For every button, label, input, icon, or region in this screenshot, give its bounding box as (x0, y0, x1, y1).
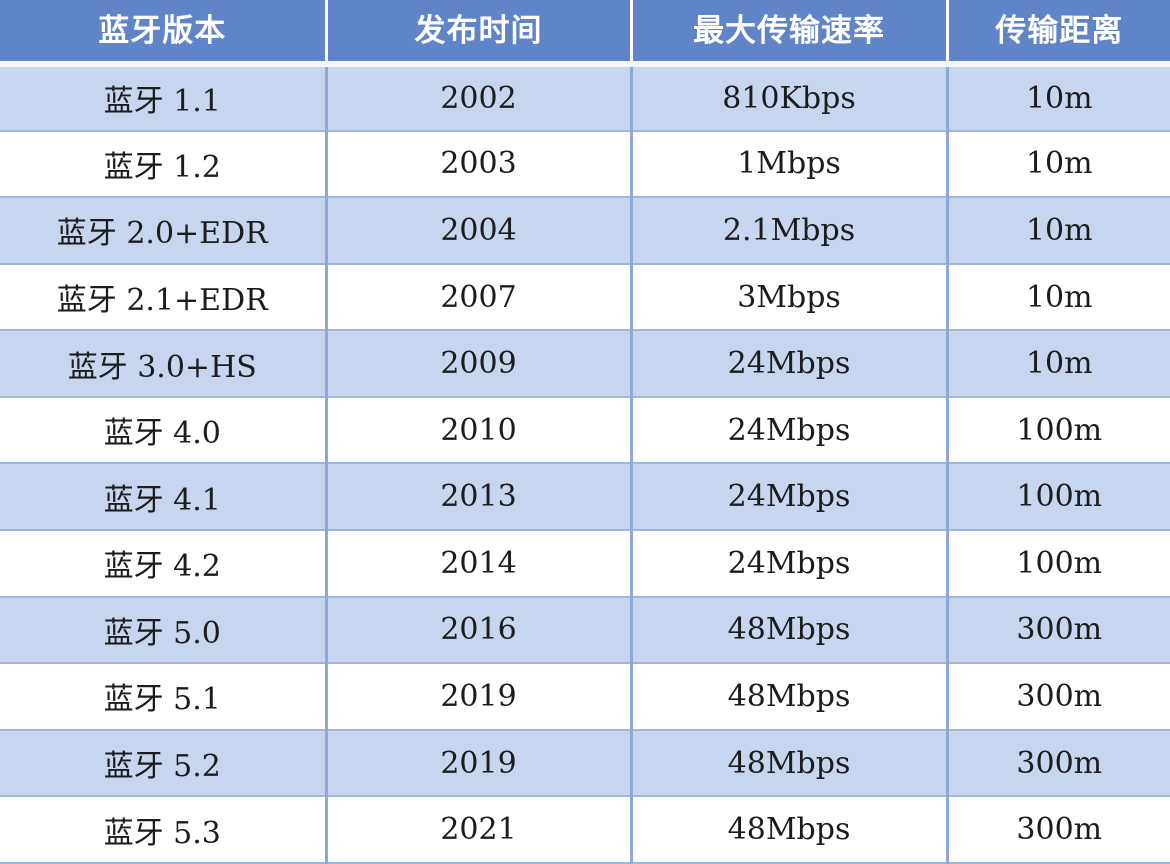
cell-range: 100m (945, 463, 1170, 532)
header-release-date: 发布时间 (324, 0, 631, 67)
table-row: 蓝牙 5.2 2019 48Mbps 300m (0, 729, 1170, 798)
header-range: 传输距离 (945, 0, 1170, 67)
table-row: 蓝牙 5.1 2019 48Mbps 300m (0, 663, 1170, 731)
cell-release-date: 2007 (324, 263, 631, 332)
cell-release-date: 2002 (324, 64, 631, 132)
cell-range: 100m (945, 530, 1170, 598)
cell-max-rate: 48Mbps (629, 796, 947, 864)
cell-max-rate: 2.1Mbps (629, 197, 947, 265)
table-body: 蓝牙 1.1 2002 810Kbps 10m 蓝牙 1.2 2003 1Mbp… (0, 64, 1170, 864)
table-row: 蓝牙 5.0 2016 48Mbps 300m (0, 596, 1170, 665)
cell-range: 10m (945, 64, 1170, 132)
cell-range: 300m (945, 596, 1170, 665)
cell-version: 蓝牙 3.0+HS (0, 330, 326, 398)
cell-version: 蓝牙 2.0+EDR (0, 197, 326, 265)
cell-range: 300m (945, 729, 1170, 798)
table-row: 蓝牙 1.1 2002 810Kbps 10m (0, 64, 1170, 132)
cell-max-rate: 48Mbps (629, 596, 947, 665)
cell-version: 蓝牙 5.2 (0, 729, 326, 798)
cell-version: 蓝牙 4.0 (0, 396, 326, 465)
cell-range: 10m (945, 197, 1170, 265)
table-header: 蓝牙版本 发布时间 最大传输速率 传输距离 (0, 0, 1170, 67)
header-version: 蓝牙版本 (0, 0, 326, 67)
cell-version: 蓝牙 4.1 (0, 463, 326, 532)
cell-range: 100m (945, 396, 1170, 465)
table-row: 蓝牙 2.0+EDR 2004 2.1Mbps 10m (0, 197, 1170, 265)
cell-version: 蓝牙 4.2 (0, 530, 326, 598)
table-row: 蓝牙 3.0+HS 2009 24Mbps 10m (0, 330, 1170, 398)
cell-range: 10m (945, 330, 1170, 398)
cell-range: 10m (945, 263, 1170, 332)
cell-max-rate: 3Mbps (629, 263, 947, 332)
cell-release-date: 2019 (324, 663, 631, 731)
table-row: 蓝牙 4.0 2010 24Mbps 100m (0, 396, 1170, 465)
cell-max-rate: 810Kbps (629, 64, 947, 132)
cell-range: 300m (945, 663, 1170, 731)
cell-max-rate: 48Mbps (629, 663, 947, 731)
cell-release-date: 2019 (324, 729, 631, 798)
cell-version: 蓝牙 1.1 (0, 64, 326, 132)
cell-release-date: 2009 (324, 330, 631, 398)
cell-release-date: 2004 (324, 197, 631, 265)
header-max-rate: 最大传输速率 (629, 0, 947, 67)
cell-version: 蓝牙 1.2 (0, 130, 326, 199)
cell-max-rate: 24Mbps (629, 396, 947, 465)
cell-max-rate: 1Mbps (629, 130, 947, 199)
cell-max-rate: 24Mbps (629, 463, 947, 532)
table-row: 蓝牙 1.2 2003 1Mbps 10m (0, 130, 1170, 199)
header-row: 蓝牙版本 发布时间 最大传输速率 传输距离 (0, 0, 1170, 67)
cell-release-date: 2003 (324, 130, 631, 199)
cell-version: 蓝牙 5.1 (0, 663, 326, 731)
table-row: 蓝牙 4.2 2014 24Mbps 100m (0, 530, 1170, 598)
cell-max-rate: 24Mbps (629, 530, 947, 598)
cell-range: 300m (945, 796, 1170, 864)
cell-max-rate: 24Mbps (629, 330, 947, 398)
cell-max-rate: 48Mbps (629, 729, 947, 798)
cell-release-date: 2013 (324, 463, 631, 532)
cell-release-date: 2010 (324, 396, 631, 465)
cell-version: 蓝牙 2.1+EDR (0, 263, 326, 332)
table-row: 蓝牙 5.3 2021 48Mbps 300m (0, 796, 1170, 864)
cell-version: 蓝牙 5.0 (0, 596, 326, 665)
cell-release-date: 2016 (324, 596, 631, 665)
cell-release-date: 2014 (324, 530, 631, 598)
cell-version: 蓝牙 5.3 (0, 796, 326, 864)
cell-release-date: 2021 (324, 796, 631, 864)
cell-range: 10m (945, 130, 1170, 199)
table-row: 蓝牙 4.1 2013 24Mbps 100m (0, 463, 1170, 532)
table-row: 蓝牙 2.1+EDR 2007 3Mbps 10m (0, 263, 1170, 332)
